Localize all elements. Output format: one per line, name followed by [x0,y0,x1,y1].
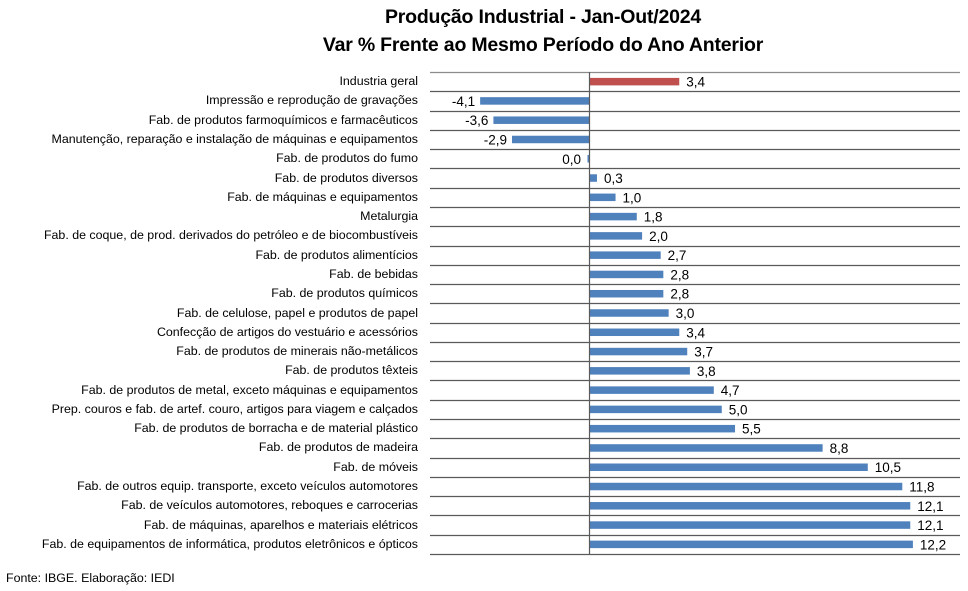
category-label: Fab. de máquinas, aparelhos e materiais … [143,517,418,532]
data-label: 4,7 [721,383,740,398]
bar [589,212,637,221]
data-label: 3,4 [686,325,705,340]
bar [589,540,913,549]
category-label: Fab. de produtos do fumo [276,151,418,166]
data-label: 3,4 [686,75,705,90]
category-label: Fab. de produtos químicos [271,286,418,301]
category-label: Fab. de coque, de prod. derivados do pet… [43,228,418,243]
data-label: 8,8 [830,441,849,456]
category-label: Fab. de produtos farmoquímicos e farmacê… [148,112,418,127]
data-label: 5,5 [742,422,761,437]
bar [589,386,714,394]
category-label: Fab. de produtos alimentícios [255,247,418,262]
source-note: Fonte: IBGE. Elaboração: IEDI [6,571,175,585]
category-label: Fab. de celulose, papel e produtos de pa… [176,305,418,320]
bar [512,135,589,144]
category-label: Fab. de móveis [333,459,418,474]
data-label: 2,8 [670,267,689,282]
category-label: Impressão e reprodução de gravações [205,93,418,108]
category-label: Fab. de produtos diversos [274,170,418,185]
bar [589,405,722,414]
data-label: 10,5 [875,460,901,475]
data-label: 12,1 [917,518,943,533]
category-label: Fab. de produtos de minerais não-metálic… [176,344,418,359]
bar [589,77,680,86]
bar [589,328,680,337]
data-label: 11,8 [909,480,934,495]
category-label: Metalurgia [360,209,418,224]
category-label: Fab. de bebidas [329,266,418,281]
data-label: 2,8 [670,287,689,302]
bar [589,521,911,529]
category-label: Confecção de artigos do vestuário e aces… [156,324,418,339]
data-label: -4,1 [452,94,475,109]
bar [480,97,589,105]
data-label: 0,3 [604,171,623,186]
data-label: 3,8 [697,364,716,379]
bar [589,232,643,240]
bar [589,463,868,471]
bar [589,251,661,259]
data-label: 5,0 [729,402,748,417]
data-label: 0,0 [562,152,581,167]
category-label: Fab. de produtos de metal, exceto máquin… [81,382,418,397]
data-label: -2,9 [484,132,507,147]
category-label: Fab. de produtos têxteis [285,363,418,378]
bar [589,502,911,510]
data-label: 3,0 [676,306,695,321]
bar [589,367,690,375]
bar [589,309,669,317]
data-label: -3,6 [465,113,488,128]
chart-subtitle: Var % Frente ao Mesmo Período do Ano Ant… [322,34,764,56]
bar [589,193,616,202]
category-label: Fab. de produtos de borracha e de materi… [134,421,418,436]
category-label: Fab. de equipamentos de informática, pro… [41,536,418,551]
data-label: 1,0 [623,190,642,205]
bar [493,116,589,124]
bar [589,424,736,433]
chart-title: Produção Industrial - Jan-Out/2024 [384,6,702,28]
bar [589,289,664,298]
bar [587,155,589,163]
category-label: Fab. de produtos de madeira [258,440,418,455]
bar [589,444,823,452]
category-label: Prep. couros e fab. de artef. couro, art… [51,401,418,416]
category-label: Industria geral [339,74,418,89]
bar [589,270,664,279]
bar [589,174,597,182]
bar [589,347,688,356]
category-label: Fab. de máquinas e equipamentos [227,189,418,204]
data-label: 1,8 [644,210,663,225]
data-label: 12,2 [920,537,946,552]
data-label: 3,7 [694,345,713,360]
category-label: Manutenção, reparação e instalação de má… [51,131,418,146]
bar [589,482,903,491]
category-label: Fab. de veículos automotores, reboques e… [121,498,418,513]
data-label: 12,1 [917,499,943,514]
data-label: 2,7 [668,248,687,263]
data-label: 2,0 [649,229,668,244]
category-label: Fab. de outros equip. transporte, exceto… [77,479,418,494]
